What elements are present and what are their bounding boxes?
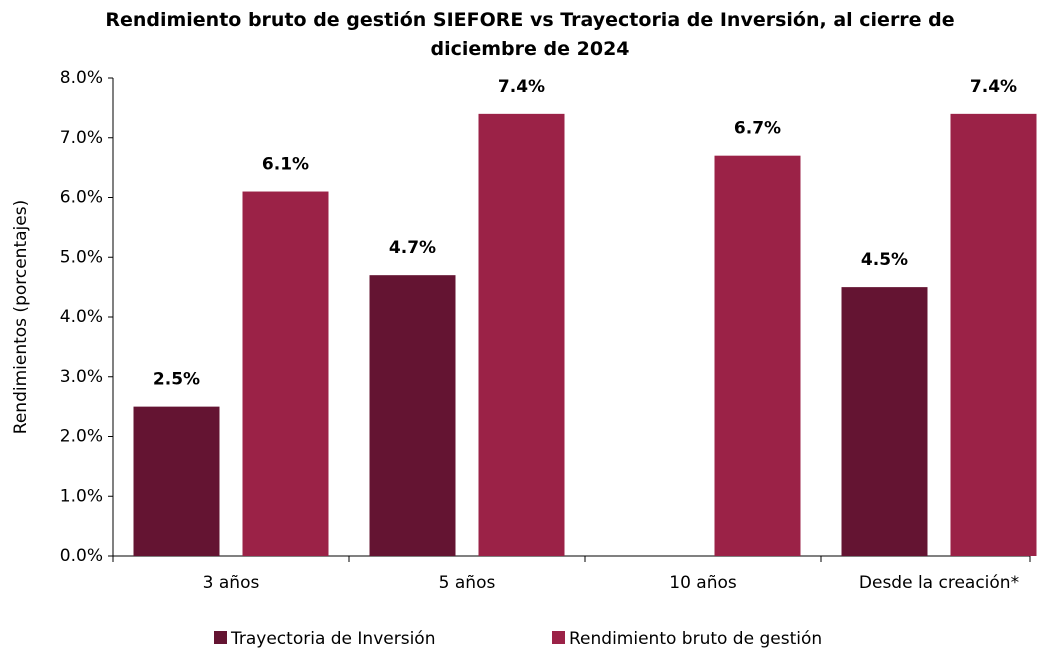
data-label: 2.5%	[153, 370, 200, 390]
y-tick-label: 8.0%	[60, 68, 103, 88]
y-tick-label: 3.0%	[60, 367, 103, 387]
chart-title: Rendimiento bruto de gestión SIEFORE vs …	[105, 9, 955, 60]
y-tick-label: 7.0%	[60, 128, 103, 148]
data-label: 4.7%	[389, 238, 436, 258]
x-tick-label: 3 años	[203, 573, 260, 593]
x-tick-label: 5 años	[439, 573, 496, 593]
bar	[242, 191, 329, 556]
bar	[369, 275, 456, 556]
y-tick-label: 4.0%	[60, 307, 103, 327]
x-tick-label: Desde la creación*	[859, 573, 1019, 593]
y-tick-label: 2.0%	[60, 427, 103, 447]
y-tick-label: 6.0%	[60, 188, 103, 208]
legend-label: Rendimiento bruto de gestión	[569, 629, 822, 649]
x-tick-label: 10 años	[669, 573, 737, 593]
bar	[714, 155, 801, 557]
data-label: 6.7%	[734, 119, 781, 139]
y-tick-label: 5.0%	[60, 247, 103, 267]
legend-swatch	[552, 631, 565, 644]
data-label: 4.5%	[861, 250, 908, 270]
bar	[950, 113, 1037, 556]
bar	[841, 287, 928, 556]
legend-swatch	[214, 631, 227, 644]
y-axis-label: Rendimientos (porcentajes)	[11, 200, 31, 434]
y-tick-label: 0.0%	[60, 546, 103, 566]
data-label: 6.1%	[262, 155, 309, 175]
legend-label: Trayectoria de Inversión	[230, 629, 435, 649]
data-label: 7.4%	[970, 77, 1017, 97]
bar	[478, 113, 565, 556]
data-label: 7.4%	[498, 77, 545, 97]
y-tick-label: 1.0%	[60, 486, 103, 506]
bar	[133, 406, 220, 556]
